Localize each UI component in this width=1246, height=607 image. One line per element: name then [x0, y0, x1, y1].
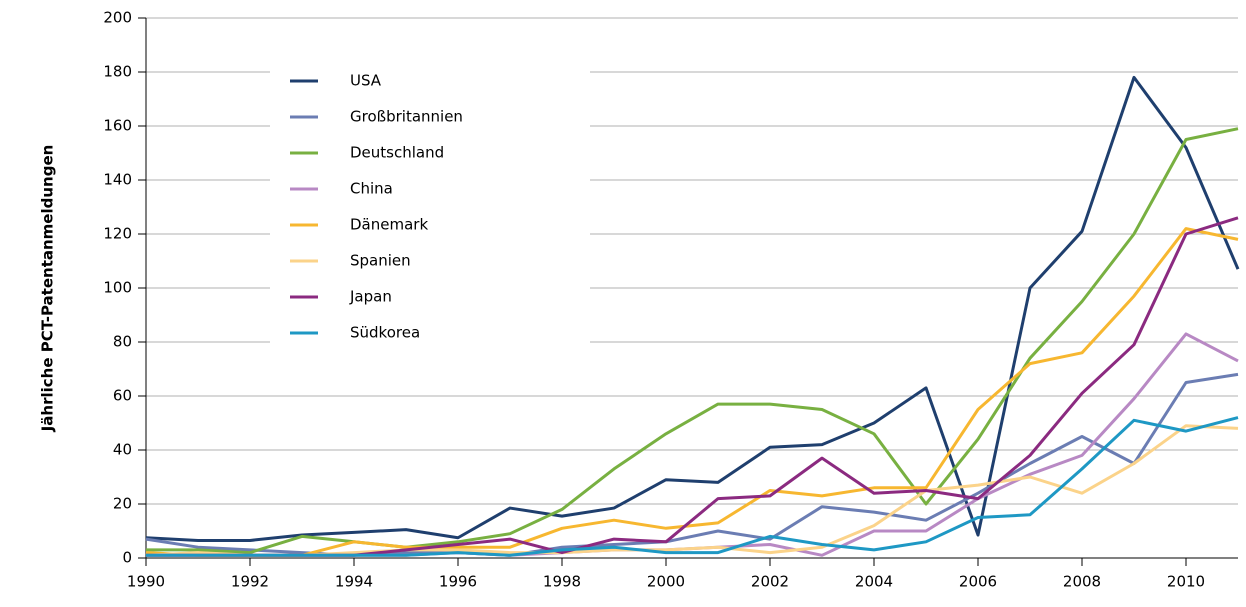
- x-tick-label: 2006: [959, 573, 997, 591]
- x-tick-label: 2000: [647, 573, 685, 591]
- series-line: [146, 127, 1239, 555]
- y-tick-label: 180: [103, 63, 132, 81]
- x-tick-label: 2010: [1167, 573, 1205, 591]
- x-tick-label: 1992: [231, 573, 269, 591]
- series-line: [146, 416, 1239, 557]
- y-tick-label: 80: [113, 333, 132, 351]
- y-tick-label: 140: [103, 171, 132, 189]
- y-tick-label: 200: [103, 9, 132, 27]
- legend-label: Dänemark: [350, 216, 428, 234]
- legend-label: USA: [350, 72, 382, 90]
- x-tick-label: 1994: [335, 573, 373, 591]
- series-line: [145, 227, 1239, 557]
- x-tick-label: 2002: [751, 573, 789, 591]
- x-tick-label: 1998: [543, 573, 581, 591]
- x-tick-label: 1990: [127, 573, 165, 591]
- x-tick-label: 1996: [439, 573, 477, 591]
- legend-label: Japan: [349, 288, 392, 306]
- legend-label: Deutschland: [350, 144, 444, 162]
- legend-label: Spanien: [350, 252, 411, 270]
- x-tick-label: 2008: [1063, 573, 1101, 591]
- x-tick-label: 2004: [855, 573, 893, 591]
- legend-label: Südkorea: [350, 324, 420, 342]
- y-axis-label: Jährliche PCT-Patentanmeldungen: [39, 145, 57, 433]
- legend-label: Großbritannien: [350, 108, 463, 126]
- y-tick-label: 0: [122, 549, 132, 567]
- legend-box: [270, 62, 590, 352]
- y-tick-label: 40: [113, 441, 132, 459]
- series-line: [145, 75, 1240, 542]
- y-tick-label: 100: [103, 279, 132, 297]
- y-tick-label: 60: [113, 387, 132, 405]
- y-tick-label: 20: [113, 495, 132, 513]
- y-tick-label: 120: [103, 225, 132, 243]
- y-tick-label: 160: [103, 117, 132, 135]
- legend-label: China: [350, 180, 393, 198]
